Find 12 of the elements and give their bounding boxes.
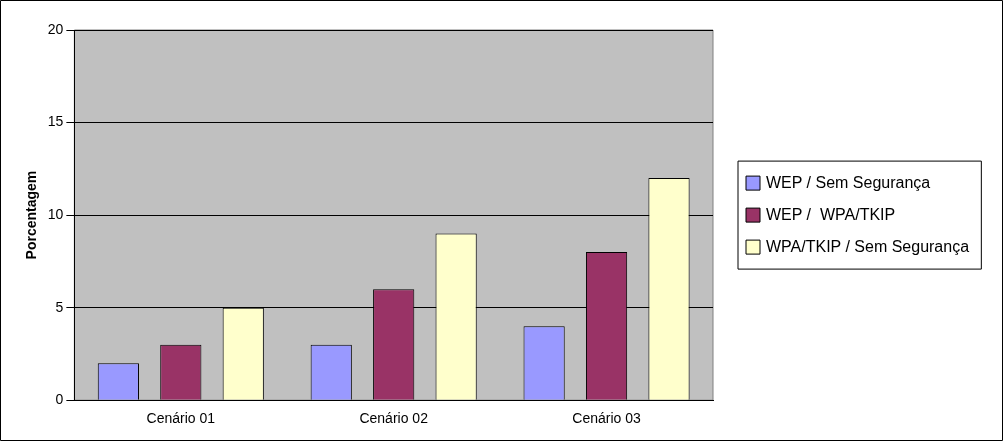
y-tick-label: 20 [47, 20, 64, 37]
legend-label: WPA/TKIP / Sem Segurança [766, 237, 970, 255]
y-tick-label: 15 [47, 113, 64, 130]
y-tick-label: 10 [47, 205, 64, 222]
legend-label: WEP / WPA/TKIP [766, 205, 896, 223]
y-tick-label: 0 [55, 391, 64, 408]
legend-label: WEP / Sem Segurança [766, 173, 931, 191]
y-tick-label: 5 [55, 298, 64, 315]
x-tick-label: Cenário 02 [359, 410, 429, 427]
y-axis-title: Porcentagem [23, 170, 40, 260]
x-tick-label: Cenário 03 [572, 410, 642, 427]
x-tick-label: Cenário 01 [146, 410, 216, 427]
